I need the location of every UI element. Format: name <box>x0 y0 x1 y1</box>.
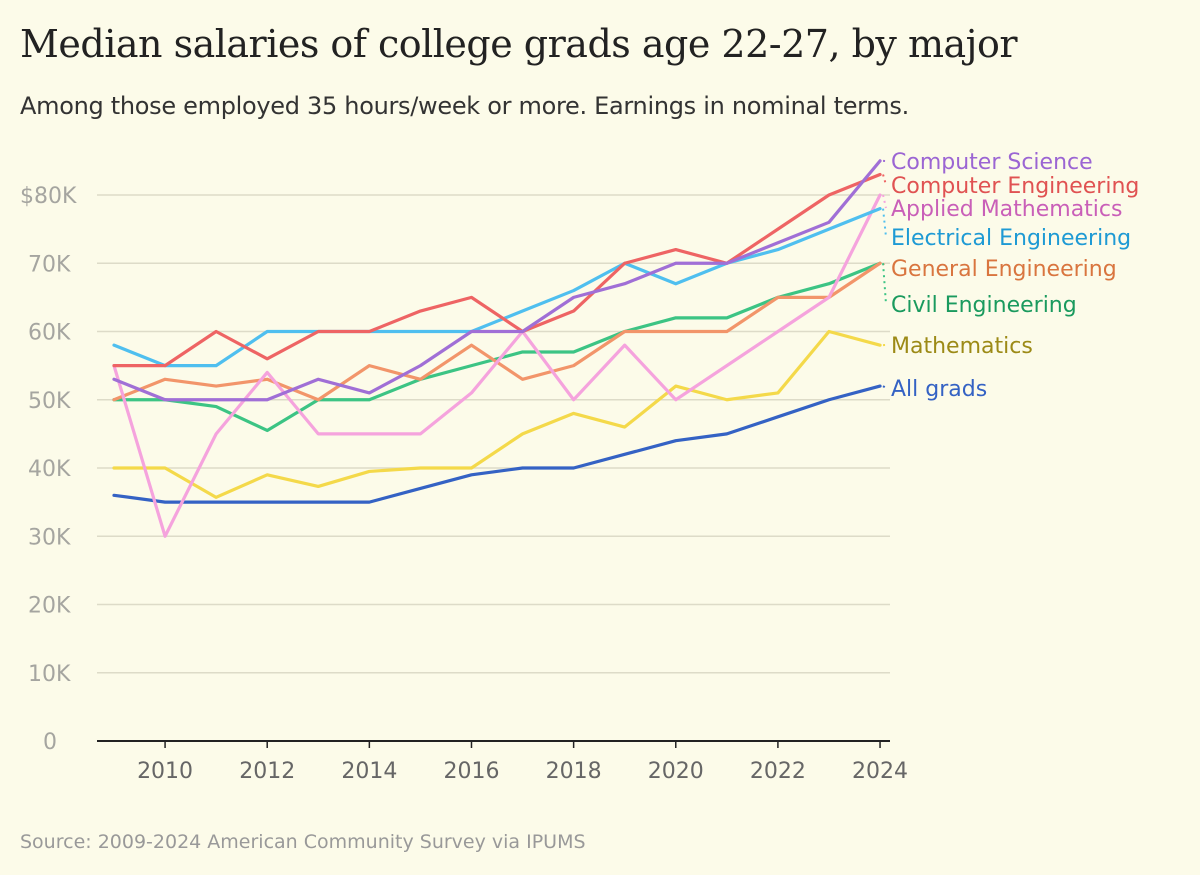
series-line-civil-engineering <box>112 261 882 433</box>
y-tick-label: 50K <box>28 389 71 414</box>
chart-title: Median salaries of college grads age 22-… <box>20 22 1018 66</box>
y-tick-label: 10K <box>28 662 71 687</box>
series-line-electrical-engineering <box>112 207 882 368</box>
label-connector <box>882 263 887 305</box>
series-label: Mathematics <box>891 334 1033 359</box>
series-line-all-grads <box>112 384 882 504</box>
series-label: Computer Engineering <box>891 174 1139 199</box>
series-label: General Engineering <box>891 257 1117 282</box>
y-tick-label: 30K <box>28 525 71 550</box>
series-line-mathematics <box>112 329 882 499</box>
x-tick-label: 2010 <box>137 759 193 784</box>
x-tick-label: 2024 <box>852 759 908 784</box>
label-connector <box>882 208 887 238</box>
y-tick-label: 20K <box>28 594 71 619</box>
label-connector <box>882 174 887 186</box>
label-connector <box>882 194 887 209</box>
chart-subtitle: Among those employed 35 hours/week or mo… <box>20 92 909 120</box>
source-note: Source: 2009-2024 American Community Sur… <box>20 831 586 853</box>
x-tick-label: 2018 <box>546 759 602 784</box>
x-tick-label: 2022 <box>750 759 806 784</box>
series-label: All grads <box>891 377 987 402</box>
series-label: Applied Mathematics <box>891 197 1122 222</box>
x-tick-label: 2020 <box>648 759 704 784</box>
series-line-applied-mathematics <box>112 193 882 538</box>
x-tick-label: 2014 <box>341 759 397 784</box>
label-connector <box>882 385 887 389</box>
series-line-computer-engineering <box>112 172 882 368</box>
y-tick-label: 40K <box>28 457 71 482</box>
x-tick-label: 2012 <box>239 759 295 784</box>
y-tick-label: 70K <box>28 252 71 277</box>
y-tick-label: 0 <box>43 730 57 755</box>
x-tick-label: 2016 <box>443 759 499 784</box>
series-label: Civil Engineering <box>891 293 1077 318</box>
y-tick-label: 60K <box>28 321 71 346</box>
y-tick-label: $80K <box>20 184 77 209</box>
series-line-computer-science <box>112 159 882 402</box>
series-label: Computer Science <box>891 150 1093 175</box>
series-label: Electrical Engineering <box>891 226 1131 251</box>
